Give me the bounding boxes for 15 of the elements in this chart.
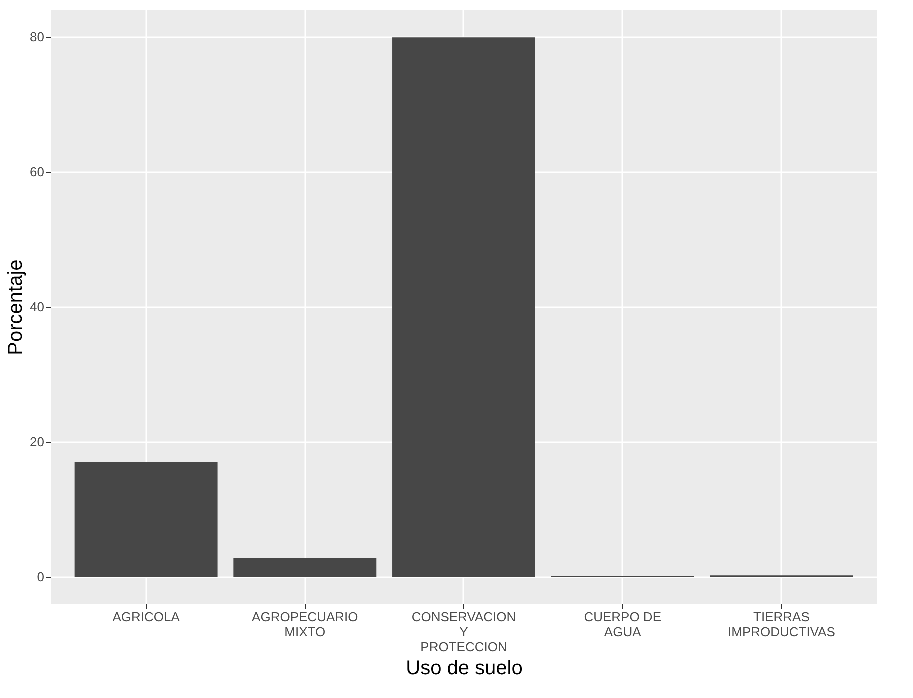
bar bbox=[74, 462, 218, 577]
x-tick-label: AGRICOLA bbox=[112, 610, 180, 624]
y-tick-label: 40 bbox=[30, 300, 44, 314]
y-tick-label: 0 bbox=[37, 570, 44, 584]
y-tick-label: 20 bbox=[30, 434, 44, 450]
bar bbox=[392, 38, 536, 577]
y-tick-label: 80 bbox=[30, 30, 44, 44]
x-axis-title: Uso de suelo bbox=[406, 658, 523, 680]
bar bbox=[234, 558, 377, 577]
x-tick-label: CUERPO DE AGUA bbox=[584, 610, 662, 640]
x-tick-label: TIERRAS IMPRODUCTIVAS bbox=[728, 610, 836, 640]
y-axis-title: Porcentaje bbox=[5, 260, 28, 356]
x-tick-label: CONSERVACION Y PROTECCION bbox=[412, 610, 516, 654]
y-tick-label: 60 bbox=[30, 164, 44, 180]
x-tick-label: AGROPECUARIO MIXTO bbox=[252, 610, 358, 640]
